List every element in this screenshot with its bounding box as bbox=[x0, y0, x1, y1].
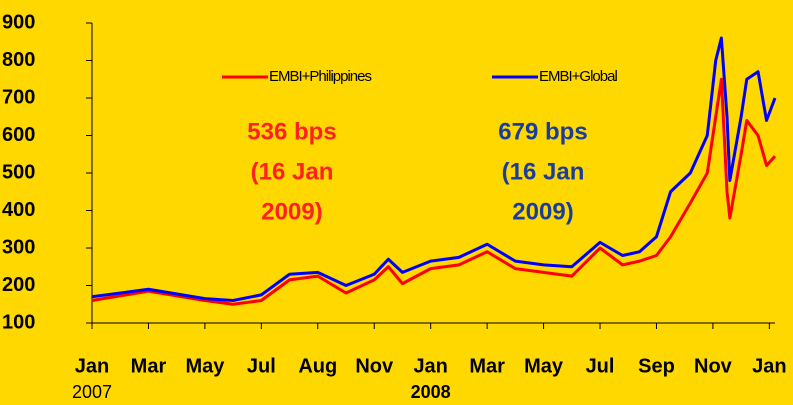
x-tick-label: Jul bbox=[247, 355, 276, 377]
legend-label: EMBI+Global bbox=[539, 68, 617, 85]
x-tick-label: Jul bbox=[586, 355, 615, 377]
y-tick-label: 200 bbox=[2, 274, 35, 296]
y-tick-label: 300 bbox=[2, 236, 35, 258]
y-tick-label: 700 bbox=[2, 86, 35, 108]
y-tick-label: 800 bbox=[2, 49, 35, 71]
y-tick-label: 500 bbox=[2, 161, 35, 183]
legend-label: EMBI+Philippines bbox=[269, 68, 371, 85]
x-tick-label: Nov bbox=[694, 355, 733, 377]
x-tick-label: Nov bbox=[355, 355, 394, 377]
x-tick-label: Mar bbox=[131, 355, 167, 377]
x-tick-label: Jan bbox=[752, 355, 786, 377]
x-tick-label: May bbox=[524, 355, 564, 377]
x-tick-label: Jan bbox=[75, 355, 109, 377]
annotation: (16 Jan bbox=[251, 158, 334, 185]
year-label: 2007 bbox=[72, 382, 112, 402]
x-tick-label: Jan bbox=[413, 355, 447, 377]
annotation: 536 bps bbox=[247, 118, 336, 145]
x-tick-label: Sep bbox=[638, 355, 675, 377]
x-tick-label: Aug bbox=[298, 355, 337, 377]
line bbox=[91, 77, 777, 306]
line bbox=[91, 36, 777, 302]
year-label: 2008 bbox=[411, 382, 451, 402]
y-tick-label: 400 bbox=[2, 199, 35, 221]
annotation: (16 Jan bbox=[502, 158, 585, 185]
y-tick-label: 100 bbox=[2, 311, 35, 333]
x-tick-label: May bbox=[185, 355, 225, 377]
annotation: 2009) bbox=[512, 198, 573, 225]
y-tick-label: 900 bbox=[2, 11, 35, 33]
y-tick-label: 600 bbox=[2, 124, 35, 146]
annotation: 679 bps bbox=[498, 118, 587, 145]
annotation: 2009) bbox=[261, 198, 322, 225]
x-tick-label: Mar bbox=[469, 355, 505, 377]
